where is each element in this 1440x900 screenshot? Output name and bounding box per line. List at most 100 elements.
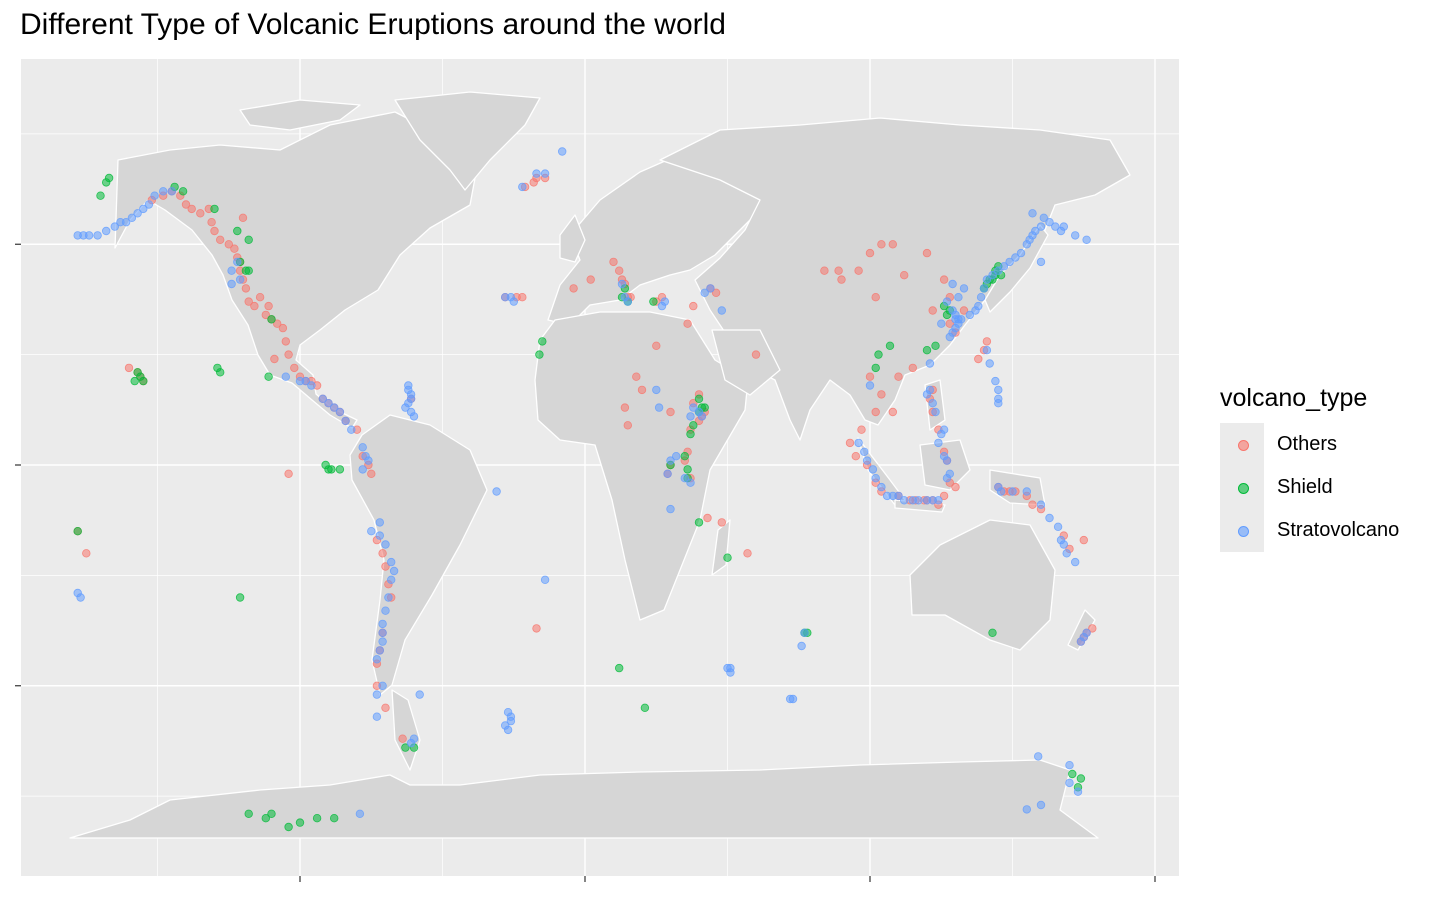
point-others	[939, 275, 949, 284]
landmass-borneo	[919, 439, 971, 491]
point-stratovolcano	[532, 169, 541, 178]
point-others	[683, 319, 692, 328]
point-others	[939, 491, 949, 501]
legend-item-stratovolcano: Stratovolcano	[1220, 509, 1399, 552]
point-shield	[267, 315, 276, 324]
point-stratovolcano	[942, 456, 952, 465]
point-stratovolcano	[381, 606, 390, 615]
legend-label-others: Others	[1277, 433, 1338, 455]
point-stratovolcano	[942, 474, 952, 483]
point-stratovolcano	[235, 275, 245, 284]
point-others	[255, 293, 265, 302]
point-others	[865, 372, 875, 381]
point-stratovolcano	[375, 518, 384, 527]
point-others	[888, 240, 897, 249]
point-stratovolcano	[700, 288, 709, 297]
point-stratovolcano	[652, 385, 661, 395]
landmass-new-zealand	[1067, 609, 1096, 651]
point-stratovolcano	[358, 443, 367, 452]
point-shield	[615, 663, 624, 673]
point-stratovolcano	[865, 381, 875, 390]
point-others	[250, 301, 259, 311]
point-others	[711, 288, 721, 297]
point-others	[381, 562, 390, 571]
point-stratovolcano	[868, 465, 878, 474]
point-stratovolcano	[617, 279, 627, 289]
point-stratovolcano	[1045, 513, 1054, 523]
legend: volcano_type Others Shield Stratovolcano	[1220, 384, 1399, 552]
point-stratovolcano	[372, 690, 382, 699]
point-stratovolcano	[937, 319, 946, 328]
point-stratovolcano	[672, 452, 681, 461]
point-stratovolcano	[73, 588, 82, 598]
point-others	[398, 734, 407, 743]
point-stratovolcano	[660, 297, 669, 306]
point-stratovolcano	[101, 226, 111, 236]
point-stratovolcano	[381, 540, 390, 549]
point-stratovolcano	[1022, 805, 1032, 814]
legend-marker-shield	[1238, 483, 1249, 494]
point-stratovolcano	[384, 593, 393, 602]
point-stratovolcano	[1005, 257, 1014, 267]
point-others	[865, 248, 875, 258]
point-shield	[871, 363, 880, 373]
point-others	[586, 275, 595, 284]
point-stratovolcano	[307, 381, 316, 390]
point-shield	[640, 703, 650, 712]
point-stratovolcano	[654, 403, 664, 412]
point-stratovolcano	[1059, 540, 1068, 549]
point-others	[609, 257, 618, 267]
point-others	[951, 482, 960, 492]
point-stratovolcano	[680, 474, 689, 483]
point-stratovolcano	[378, 681, 387, 690]
point-stratovolcano	[364, 456, 373, 465]
point-stratovolcano	[144, 200, 154, 209]
point-others	[854, 266, 863, 275]
point-others	[632, 372, 641, 381]
point-stratovolcano	[324, 399, 333, 408]
landmass-greenland	[394, 91, 541, 191]
point-stratovolcano	[501, 721, 510, 730]
point-others	[717, 518, 726, 527]
point-shield	[686, 429, 695, 439]
point-stratovolcano	[942, 297, 952, 306]
point-stratovolcano	[954, 293, 963, 302]
point-stratovolcano	[786, 694, 795, 704]
point-stratovolcano	[922, 496, 932, 505]
point-stratovolcano	[1036, 800, 1046, 810]
point-shield	[96, 191, 105, 200]
point-others	[922, 248, 932, 258]
point-stratovolcano	[1028, 209, 1037, 218]
point-others	[210, 226, 219, 236]
legend-key-stratovolcano	[1220, 509, 1264, 552]
point-stratovolcano	[1070, 231, 1080, 240]
legend-title: volcano_type	[1220, 384, 1368, 412]
point-stratovolcano	[900, 496, 909, 505]
point-others	[82, 549, 91, 558]
point-stratovolcano	[1082, 628, 1091, 637]
point-shield	[680, 452, 689, 461]
point-shield	[261, 814, 270, 823]
point-stratovolcano	[509, 297, 518, 306]
landmass-asia	[659, 117, 1131, 441]
point-others	[623, 421, 632, 430]
point-others	[620, 403, 630, 412]
point-stratovolcano	[540, 169, 550, 178]
point-others	[845, 438, 855, 448]
point-stratovolcano	[281, 372, 290, 381]
point-stratovolcano	[227, 266, 236, 275]
point-stratovolcano	[686, 478, 695, 487]
point-others	[1079, 535, 1088, 545]
point-others	[974, 354, 983, 364]
point-others	[834, 266, 843, 275]
point-stratovolcano	[378, 628, 387, 637]
point-stratovolcano	[726, 663, 735, 673]
point-stratovolcano	[1022, 487, 1032, 496]
point-stratovolcano	[965, 310, 974, 320]
point-stratovolcano	[996, 487, 1006, 496]
point-shield	[312, 814, 322, 823]
point-others	[196, 209, 205, 218]
point-shield	[694, 394, 704, 403]
point-shield	[1076, 774, 1086, 783]
point-stratovolcano	[1082, 235, 1091, 244]
